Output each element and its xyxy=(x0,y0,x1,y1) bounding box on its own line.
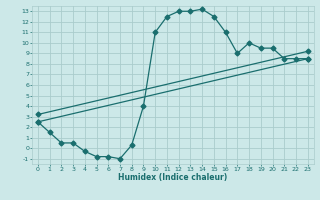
X-axis label: Humidex (Indice chaleur): Humidex (Indice chaleur) xyxy=(118,173,228,182)
